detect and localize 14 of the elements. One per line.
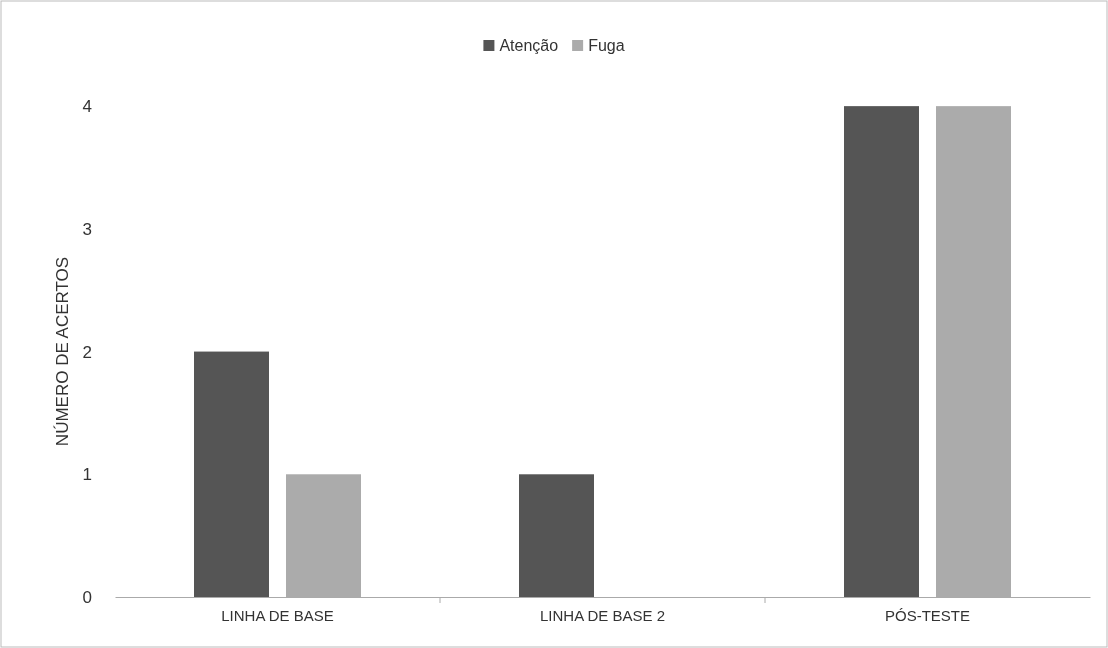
y-tick-label: 2 bbox=[82, 342, 92, 362]
legend-label: Atenção bbox=[499, 37, 559, 54]
y-tick-label: 0 bbox=[82, 587, 92, 607]
x-tick-label: LINHA DE BASE bbox=[221, 607, 334, 624]
y-tick-label: 3 bbox=[82, 219, 92, 239]
bar bbox=[844, 106, 919, 597]
legend-label: Fuga bbox=[588, 37, 625, 54]
y-axis-title: NÚMERO DE ACERTOS bbox=[53, 256, 72, 447]
x-tick-label: LINHA DE BASE 2 bbox=[539, 607, 666, 624]
x-tick-label: PÓS-TESTE bbox=[884, 607, 971, 624]
y-tick-label: 1 bbox=[82, 465, 92, 485]
bar bbox=[519, 474, 594, 597]
bar bbox=[194, 351, 269, 597]
y-tick-label: 4 bbox=[82, 97, 92, 117]
